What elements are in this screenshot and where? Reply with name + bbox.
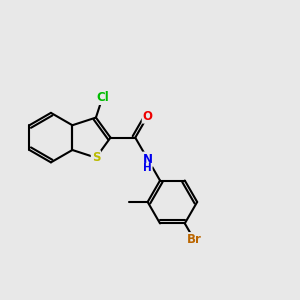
Text: S: S xyxy=(92,151,100,164)
Text: Cl: Cl xyxy=(96,91,109,104)
Text: H: H xyxy=(143,164,152,173)
Text: O: O xyxy=(142,110,153,123)
Text: Br: Br xyxy=(187,233,202,246)
Text: N: N xyxy=(142,153,153,166)
